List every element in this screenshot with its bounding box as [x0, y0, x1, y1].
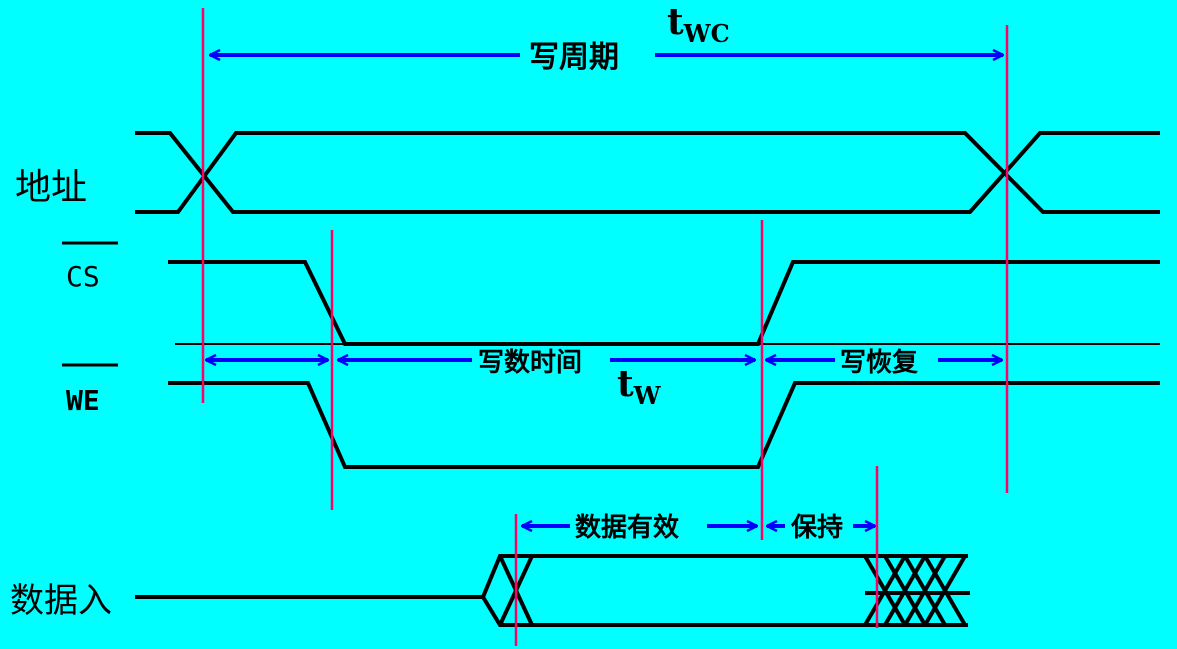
write-time-subscript: W — [633, 381, 662, 410]
data-valid-label: 数据有效 — [575, 512, 679, 543]
we-waveform — [168, 381, 1160, 469]
write-recovery-label: 写恢复 — [840, 348, 919, 378]
write-time-symbol: tW — [617, 363, 662, 410]
write-cycle-symbol: tWC — [667, 1, 730, 48]
write-cycle-label: 写周期 — [529, 40, 619, 75]
cs-label: CS — [66, 260, 100, 293]
address-label: 地址 — [15, 167, 87, 208]
data-in-label: 数据入 — [10, 581, 112, 621]
cs-waveform — [168, 260, 1160, 346]
hold-label: 保持 — [790, 513, 843, 543]
data-in-waveform — [135, 554, 970, 627]
we-label: WE — [66, 384, 100, 417]
address-waveform — [135, 131, 1160, 214]
write-time-label: 写数时间 — [478, 348, 582, 378]
write-cycle-subscript: WC — [683, 19, 730, 48]
